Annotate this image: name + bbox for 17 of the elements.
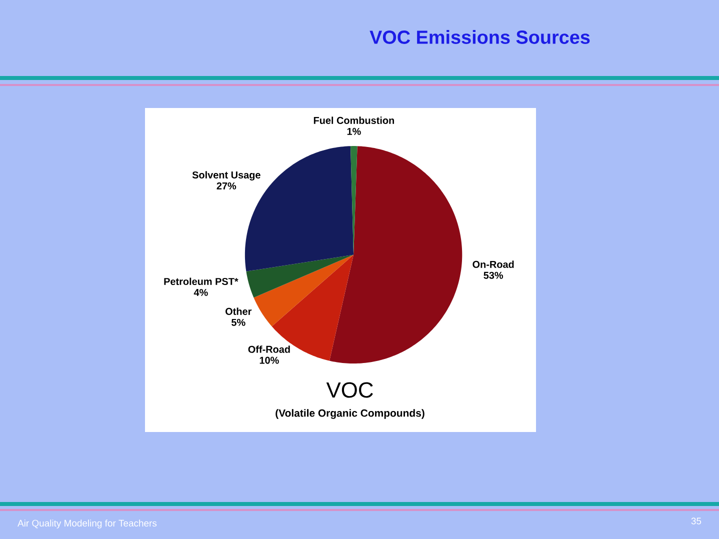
data-label: 10% [260,356,279,364]
data-label: 1% [347,128,361,135]
slice-label: Petroleum PST* [164,278,238,286]
slice-label: Off-Road [248,346,290,353]
slice-label: Fuel Combustion [314,116,394,124]
text: 35 [691,518,702,524]
slice-label: Other [226,308,252,315]
slice-label: Solvent Usage [192,171,260,181]
text: VOC [326,382,373,398]
data-label: 53% [484,272,504,279]
data-label: 27% [216,182,236,190]
chart-title: VOC Emissions Sources [370,30,590,44]
slice-label: On-Road [472,260,514,268]
data-label: 5% [232,318,246,326]
text: Air Quality Modeling for Teachers [18,520,157,528]
data-label: 4% [194,288,208,296]
text: (Volatile Organic Compounds) [276,409,424,419]
